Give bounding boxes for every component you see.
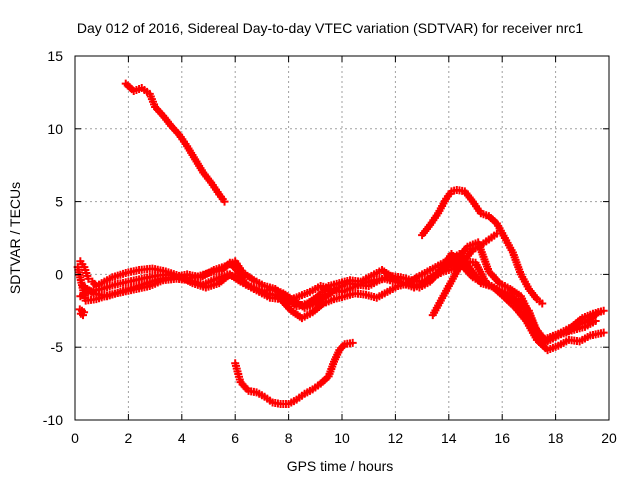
chart-title: Day 012 of 2016, Sidereal Day-to-day VTE…	[77, 20, 583, 36]
y-tick-label: -5	[51, 339, 64, 355]
series-marker	[220, 197, 229, 206]
series-track-7	[76, 257, 608, 346]
x-tick-label: 4	[178, 430, 186, 446]
series-marker	[591, 316, 600, 325]
x-tick-label: 0	[71, 430, 79, 446]
series-marker	[84, 274, 93, 283]
series-marker	[538, 299, 547, 308]
x-tick-label: 12	[388, 430, 404, 446]
x-tick-label: 16	[494, 430, 510, 446]
series-track-8	[428, 229, 501, 320]
series-marker	[492, 229, 501, 238]
y-tick-label: 10	[47, 121, 63, 137]
series-marker	[599, 328, 608, 337]
series-track-9	[75, 305, 89, 320]
x-axis-label: GPS time / hours	[287, 458, 394, 474]
tick-labels: 0 2 4 6 8 10 12 14 16 18 20 -10 -5 0 5 10 15	[43, 48, 617, 446]
x-tick-label: 10	[334, 430, 350, 446]
y-tick-label: 15	[47, 48, 63, 64]
x-tick-label: 18	[548, 430, 564, 446]
series-track-1	[121, 79, 229, 206]
series-marker	[348, 338, 357, 347]
series-marker	[80, 308, 89, 317]
series-marker	[599, 306, 608, 315]
series-track-6	[73, 250, 608, 355]
y-tick-label: -10	[43, 412, 63, 428]
x-tick-label: 6	[231, 430, 239, 446]
y-axis-label: SDTVAR / TECUs	[7, 182, 23, 294]
y-tick-label: 0	[55, 266, 63, 282]
data-series	[73, 79, 608, 408]
plot-frame	[74, 55, 610, 421]
x-tick-label: 2	[125, 430, 133, 446]
x-tick-label: 14	[441, 430, 457, 446]
series-track-2	[231, 338, 357, 408]
series-track-3	[418, 185, 547, 308]
x-tick-label: 20	[601, 430, 617, 446]
x-tick-label: 8	[285, 430, 293, 446]
y-tick-label: 5	[55, 194, 63, 210]
